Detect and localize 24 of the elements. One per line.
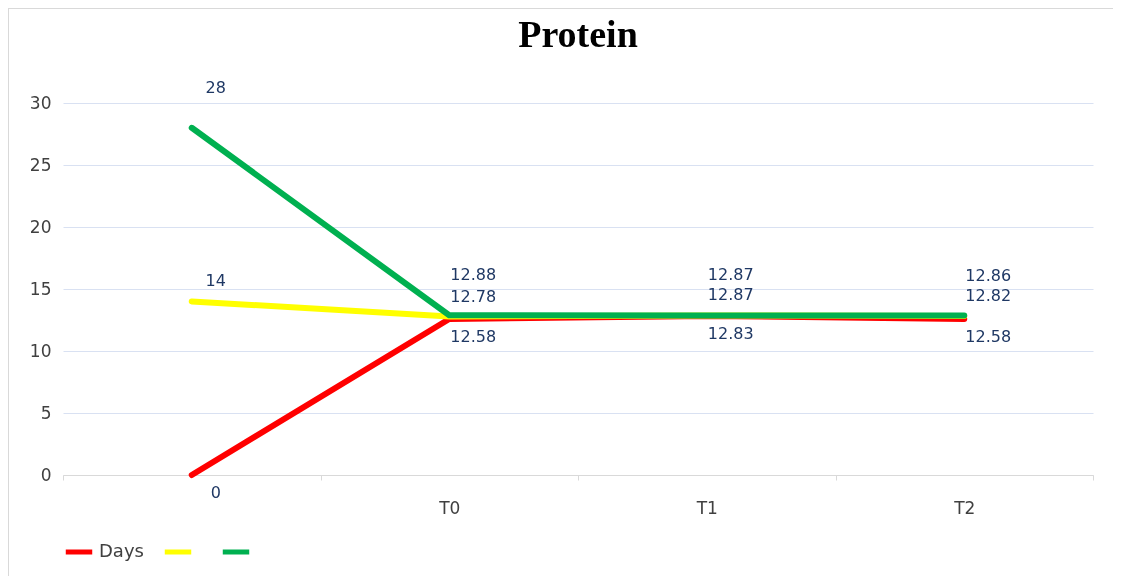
chart-title: Protein [518, 12, 638, 55]
data-label: 12.82 [965, 286, 1012, 306]
y-tick-label: 25 [29, 154, 52, 175]
data-label: 14 [205, 271, 226, 291]
y-tick-label: 30 [29, 92, 52, 113]
y-tick-label: 5 [40, 402, 52, 423]
data-label: 12.58 [965, 327, 1012, 347]
data-label: 12.83 [707, 323, 754, 343]
y-tick-label: 20 [29, 216, 52, 237]
data-label: 12.87 [707, 285, 754, 305]
data-label: 28 [205, 77, 226, 97]
data-label: 12.58 [450, 327, 497, 347]
legend-label: Days [99, 540, 144, 561]
y-tick-label: 0 [40, 464, 52, 485]
data-label: 0 [210, 483, 221, 502]
data-label: 12.86 [965, 265, 1012, 285]
data-label: 12.78 [450, 286, 497, 306]
data-label: 12.88 [450, 265, 497, 285]
x-tick-label: T1 [695, 497, 718, 518]
x-tick-label: T0 [438, 497, 461, 518]
y-tick-label: 15 [29, 278, 52, 299]
data-label: 12.87 [707, 265, 754, 285]
x-tick-label: T2 [953, 497, 976, 518]
y-tick-label: 10 [29, 340, 52, 361]
